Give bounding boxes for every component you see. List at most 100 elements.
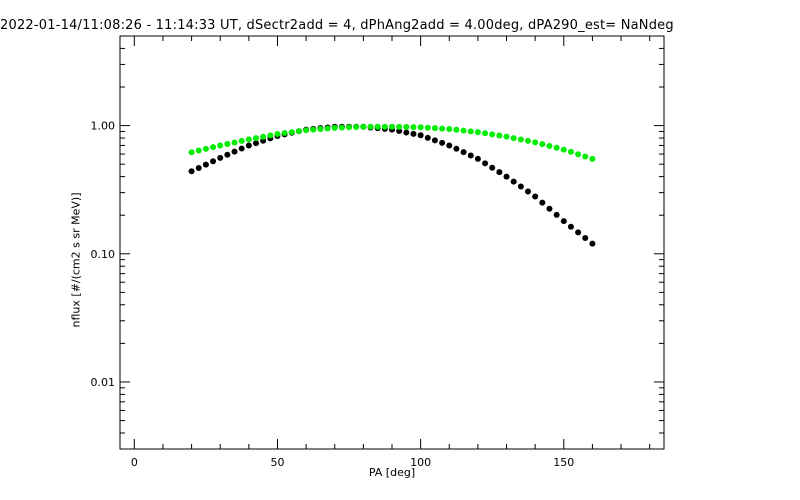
series-2-point [188, 149, 195, 156]
series-2-point [389, 123, 395, 130]
series-1-point [224, 151, 231, 158]
series-2-point [510, 135, 517, 142]
y-axis-label: nflux [#/(cm2 s sr MeV)] [69, 192, 83, 328]
series-1-point [560, 218, 567, 225]
series-2-point [310, 126, 317, 133]
series-2-point [496, 132, 503, 139]
y-tick-label: 0.01 [91, 376, 116, 389]
series-2-point [410, 124, 417, 131]
series-1-point [210, 158, 217, 165]
x-tick-label: 100 [410, 456, 431, 469]
series-1-point [539, 199, 546, 206]
series-2-point [274, 130, 281, 137]
series-2-point [446, 126, 453, 133]
series-2-point [260, 133, 267, 140]
series-2-point [331, 124, 338, 131]
series-2-point [567, 148, 574, 155]
series-2-point [460, 127, 467, 134]
x-tick-label: 50 [270, 456, 284, 469]
series-2-point [539, 141, 546, 148]
series-2-point [210, 144, 217, 151]
series-1-point [417, 132, 424, 139]
series-2-point [367, 123, 374, 130]
series-1-point [439, 139, 446, 146]
series-2-point [489, 131, 496, 138]
series-2-point [338, 124, 345, 131]
series-1-point [517, 183, 524, 190]
series-1-point [575, 229, 582, 236]
series-2-point [224, 140, 231, 147]
series-1-point [231, 148, 238, 155]
series-1-point [410, 130, 417, 137]
series-2-point [560, 146, 567, 153]
series-1-point [217, 154, 224, 161]
series-2-point [474, 129, 481, 136]
series-2-point [267, 132, 274, 139]
series-1-point [453, 145, 460, 152]
series-1-point [403, 129, 410, 136]
series-2-point [317, 126, 324, 133]
series-2-point [231, 139, 238, 146]
series-1-point [202, 161, 209, 168]
series-2-point [517, 136, 524, 143]
series-1-point [431, 137, 438, 144]
y-tick-label: 0.10 [91, 248, 116, 261]
series-1-point [525, 188, 531, 195]
series-1-point [424, 134, 431, 141]
series-1-point [510, 178, 517, 185]
series-2-point [532, 139, 539, 146]
series-2-point [396, 123, 403, 130]
series-2-point [217, 142, 224, 149]
chart-title: 2022-01-14/11:08:26 - 11:14:33 UT, dSect… [0, 18, 674, 33]
series-2-point [467, 128, 474, 135]
series-1-point [253, 140, 259, 147]
series-2-point [202, 145, 209, 152]
series-2-point [374, 123, 381, 130]
series-2-point [439, 125, 446, 132]
series-2-point [195, 147, 202, 154]
x-tick-label: 150 [553, 456, 574, 469]
series-2-point [360, 123, 367, 130]
series-1-point [553, 211, 560, 218]
series-2-point [589, 155, 596, 162]
series-1-point [460, 149, 467, 156]
series-1-point [567, 223, 574, 230]
series-1-point [503, 173, 510, 180]
series-2-point [417, 124, 424, 131]
plot-frame [119, 35, 665, 450]
series-2-point [582, 153, 589, 160]
series-2-point [546, 142, 553, 149]
series-1-point [546, 205, 553, 212]
x-tick-label: 0 [131, 456, 138, 469]
series-2-point [424, 124, 431, 131]
series-1-point [474, 155, 481, 162]
series-2-point [324, 125, 331, 132]
series-1-point [496, 169, 503, 176]
series-2-point [403, 124, 410, 131]
series-1-point [245, 142, 252, 149]
series-1-point [589, 240, 596, 247]
series-1-point [446, 142, 453, 149]
series-1-point [238, 145, 245, 152]
series-2-point [453, 126, 460, 133]
series-2-point [525, 137, 531, 144]
series-2-point [288, 129, 295, 136]
series-1-point [489, 164, 496, 171]
series-2-point [245, 136, 252, 143]
series-2-point [281, 130, 288, 137]
y-tick-label: 1.00 [91, 120, 116, 133]
x-axis-label: PA [deg] [368, 466, 416, 479]
series-2-point [553, 144, 560, 151]
series-2-point [381, 123, 388, 130]
series-2-point [253, 135, 259, 142]
series-2-point [303, 127, 310, 134]
series-2-point [238, 137, 245, 144]
series-2-point [346, 124, 353, 131]
series-1-point [195, 164, 202, 171]
series-1-point [396, 128, 403, 135]
series-2-point [482, 130, 489, 137]
series-2-point [295, 128, 302, 135]
series-2-point [503, 133, 510, 140]
series-2-point [575, 151, 582, 158]
